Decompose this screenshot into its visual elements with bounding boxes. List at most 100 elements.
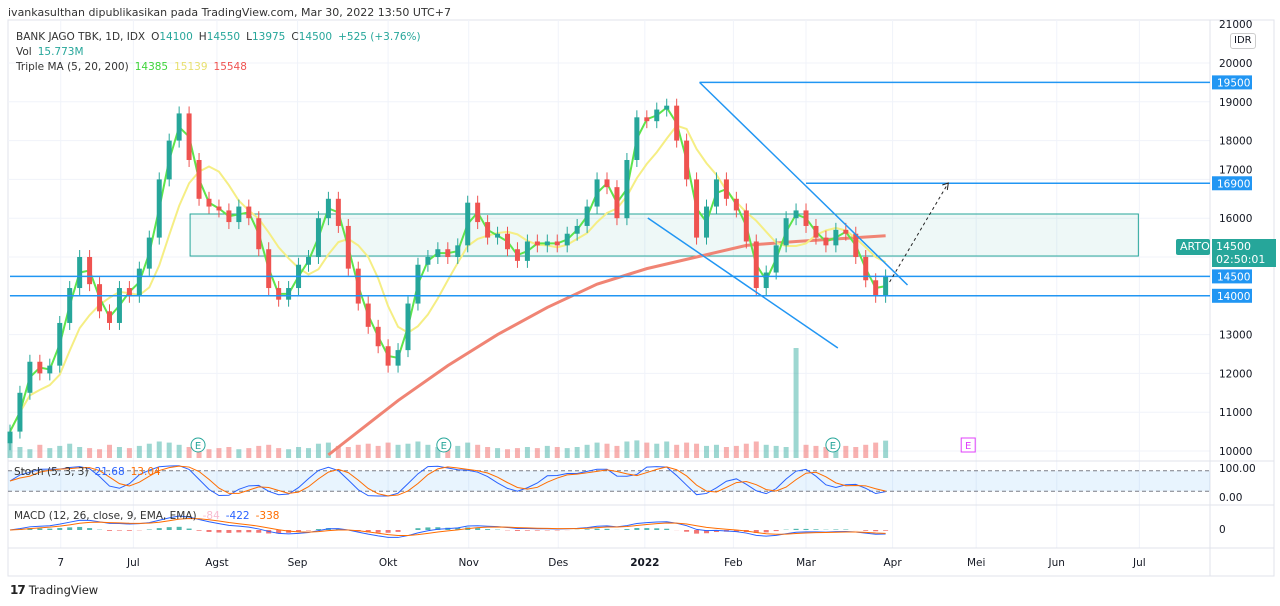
candle xyxy=(445,249,451,257)
volume-bar xyxy=(395,444,401,458)
candle xyxy=(335,198,341,226)
macd-histogram-bar xyxy=(773,530,779,532)
volume-bar xyxy=(863,444,869,458)
currency-badge[interactable]: IDR xyxy=(1230,33,1256,49)
earnings-letter: E xyxy=(195,441,201,452)
volume-bar xyxy=(674,444,680,458)
candle xyxy=(694,179,700,238)
candle xyxy=(574,225,580,234)
candle xyxy=(783,218,789,246)
earnings-icon[interactable]: E xyxy=(436,437,452,453)
candle xyxy=(624,159,630,219)
candle xyxy=(465,202,471,246)
macd-histogram-bar xyxy=(365,530,371,533)
level-price-tag xyxy=(1212,75,1252,90)
candle xyxy=(485,222,491,238)
macd-histogram-bar xyxy=(873,530,879,532)
candle xyxy=(425,256,431,265)
macd-value: -422 xyxy=(225,510,250,522)
time-tick-label: Jun xyxy=(1048,557,1065,569)
symbol-name[interactable]: BANK JAGO TBK, 1D, IDX xyxy=(16,31,146,43)
candle xyxy=(644,117,650,122)
macd-histogram-bar xyxy=(634,527,640,530)
last-price-tag: 14500 02:50:01 xyxy=(1212,239,1276,267)
close-value: 14500 xyxy=(298,31,333,43)
candle xyxy=(594,179,600,207)
macd-histogram-bar xyxy=(534,530,540,531)
macd-histogram-bar xyxy=(375,530,381,533)
macd-histogram-bar xyxy=(793,528,799,530)
volume-bar xyxy=(783,447,789,458)
candle xyxy=(365,303,371,327)
candle xyxy=(77,256,83,289)
earnings-icon[interactable]: E xyxy=(825,437,841,453)
volume-bar xyxy=(286,449,292,458)
candle xyxy=(405,303,411,351)
earnings-marker xyxy=(436,437,452,453)
volume-bar xyxy=(306,448,311,458)
macd-histogram-bar xyxy=(475,528,481,530)
volume-bar xyxy=(37,444,43,458)
time-tick-label: 2022 xyxy=(630,557,659,569)
stoch-label[interactable]: Stoch (5, 3, 3) xyxy=(14,466,89,478)
macd-legend: MACD (12, 26, close, 9, EMA, EMA) -84 -422… xyxy=(14,510,285,522)
ma-label[interactable]: Triple MA (5, 20, 200) xyxy=(16,61,129,73)
volume-bar xyxy=(564,448,570,458)
volume-bar xyxy=(743,443,749,458)
stoch-band xyxy=(8,470,1210,492)
ma-legend: Triple MA (5, 20, 200) 14385 15139 15548 xyxy=(16,61,253,73)
stoch-k-line xyxy=(9,465,886,497)
macd-histogram-bar xyxy=(684,530,690,532)
volume-bar xyxy=(793,348,799,458)
volume-label[interactable]: Vol xyxy=(16,46,32,58)
candle xyxy=(27,361,33,393)
candle xyxy=(236,206,242,223)
candle xyxy=(863,256,869,281)
volume-bar xyxy=(713,444,719,458)
macd-histogram-bar xyxy=(37,528,43,530)
high-value: 14550 xyxy=(206,31,241,43)
level-price-tag xyxy=(1212,269,1252,284)
candle xyxy=(156,179,162,238)
price-tick-label: 20000 xyxy=(1219,58,1252,70)
upcoming-earnings-icon[interactable]: E xyxy=(960,437,976,453)
stoch-d-line xyxy=(9,465,886,497)
candle xyxy=(514,249,520,261)
candle xyxy=(564,233,570,246)
change-value: +525 (+3.76%) xyxy=(338,31,421,43)
ma20-value: 15139 xyxy=(174,61,208,73)
volume-bar xyxy=(465,442,471,458)
volume-bar xyxy=(47,448,53,458)
volume-bar xyxy=(206,449,212,458)
stoch-k-value: 21.68 xyxy=(94,466,125,478)
macd-histogram-bar xyxy=(833,529,839,530)
volume-bar xyxy=(654,443,660,458)
volume-bar xyxy=(87,448,93,458)
candle xyxy=(106,311,112,323)
candle xyxy=(7,431,13,444)
stoch-legend: Stoch (5, 3, 3) 21.68 13.04 xyxy=(14,466,167,478)
price-tick-label: 16000 xyxy=(1219,213,1252,225)
macd-histogram-bar xyxy=(624,529,630,530)
time-tick-label: Agst xyxy=(205,557,228,569)
earnings-letter: E xyxy=(441,441,447,452)
macd-histogram-bar xyxy=(763,530,769,533)
macd-label[interactable]: MACD (12, 26, close, 9, EMA, EMA) xyxy=(14,510,197,522)
ma200-line xyxy=(327,234,886,457)
volume-bar xyxy=(594,442,600,458)
arrow-head-icon xyxy=(942,182,949,191)
candle xyxy=(286,288,292,300)
price-tick-label: 18000 xyxy=(1219,136,1252,148)
candle xyxy=(226,210,232,223)
volume-bar xyxy=(266,444,272,458)
earnings-icon[interactable]: E xyxy=(190,437,206,453)
tradingview-logo-icon: 17 xyxy=(10,583,26,597)
volume-bar xyxy=(365,443,371,458)
candle xyxy=(743,210,749,242)
macd-histogram-bar xyxy=(803,528,809,530)
volume-bar xyxy=(544,445,550,458)
macd-histogram-bar xyxy=(196,530,202,531)
volume-bar xyxy=(246,448,252,458)
volume-bar xyxy=(375,445,381,458)
